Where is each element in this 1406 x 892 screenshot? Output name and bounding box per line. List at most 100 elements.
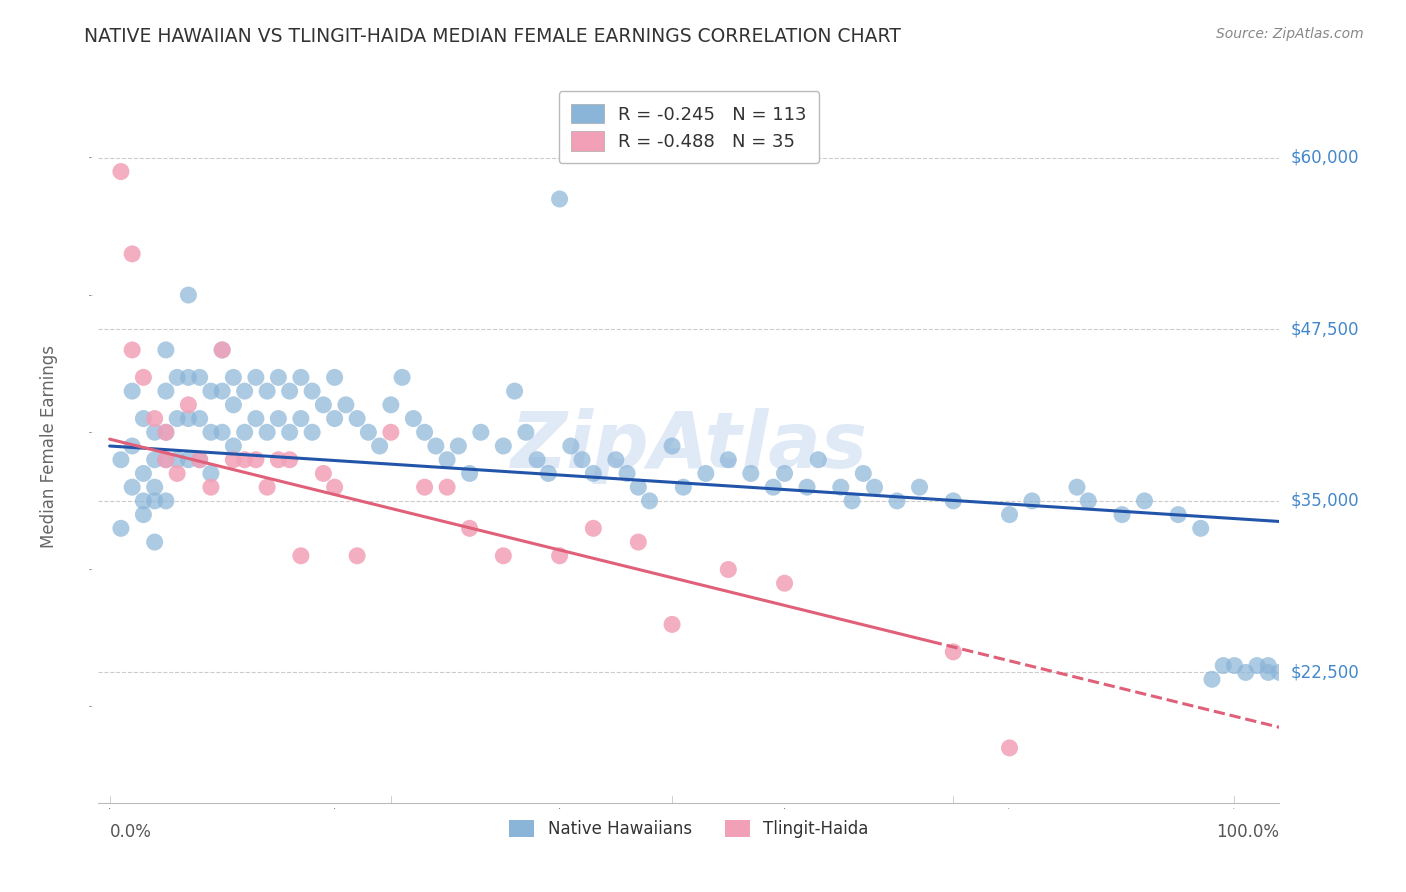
Point	[1066, 480, 1088, 494]
Text: $35,000: $35,000	[1291, 491, 1360, 510]
Point	[548, 192, 571, 206]
Point	[245, 370, 267, 384]
Point	[155, 384, 177, 398]
Point	[222, 439, 245, 453]
Point	[200, 425, 222, 440]
Point	[312, 398, 335, 412]
Point	[908, 480, 931, 494]
Point	[605, 452, 627, 467]
Point	[233, 425, 256, 440]
Point	[627, 480, 650, 494]
Point	[110, 452, 132, 467]
Point	[796, 480, 818, 494]
Point	[672, 480, 695, 494]
Point	[256, 425, 278, 440]
Point	[143, 480, 166, 494]
Point	[110, 164, 132, 178]
Point	[278, 452, 301, 467]
Point	[200, 467, 222, 481]
Point	[503, 384, 526, 398]
Point	[121, 247, 143, 261]
Text: ZipAtlas: ZipAtlas	[510, 408, 868, 484]
Point	[1212, 658, 1234, 673]
Point	[458, 521, 481, 535]
Point	[121, 439, 143, 453]
Point	[245, 452, 267, 467]
Point	[143, 535, 166, 549]
Point	[661, 617, 683, 632]
Point	[942, 494, 965, 508]
Point	[616, 467, 638, 481]
Point	[1111, 508, 1133, 522]
Point	[852, 467, 875, 481]
Point	[1257, 658, 1279, 673]
Point	[1234, 665, 1257, 680]
Point	[211, 343, 233, 357]
Point	[391, 370, 413, 384]
Point	[942, 645, 965, 659]
Point	[278, 384, 301, 398]
Point	[638, 494, 661, 508]
Point	[188, 411, 211, 425]
Point	[368, 439, 391, 453]
Point	[143, 425, 166, 440]
Point	[143, 494, 166, 508]
Point	[1189, 521, 1212, 535]
Point	[323, 480, 346, 494]
Point	[166, 411, 188, 425]
Point	[1021, 494, 1043, 508]
Point	[346, 549, 368, 563]
Point	[143, 452, 166, 467]
Point	[290, 549, 312, 563]
Point	[222, 398, 245, 412]
Point	[278, 425, 301, 440]
Point	[1167, 508, 1189, 522]
Point	[155, 452, 177, 467]
Point	[155, 425, 177, 440]
Point	[492, 549, 515, 563]
Point	[998, 740, 1021, 755]
Point	[717, 452, 740, 467]
Point	[323, 370, 346, 384]
Point	[762, 480, 785, 494]
Legend: Native Hawaiians, Tlingit-Haida: Native Hawaiians, Tlingit-Haida	[502, 813, 876, 845]
Point	[132, 508, 155, 522]
Point	[267, 370, 290, 384]
Point	[121, 384, 143, 398]
Point	[132, 411, 155, 425]
Point	[267, 411, 290, 425]
Point	[256, 480, 278, 494]
Point	[380, 425, 402, 440]
Text: NATIVE HAWAIIAN VS TLINGIT-HAIDA MEDIAN FEMALE EARNINGS CORRELATION CHART: NATIVE HAWAIIAN VS TLINGIT-HAIDA MEDIAN …	[84, 27, 901, 45]
Point	[582, 467, 605, 481]
Point	[807, 452, 830, 467]
Point	[177, 398, 200, 412]
Point	[773, 576, 796, 591]
Point	[245, 411, 267, 425]
Point	[233, 452, 256, 467]
Point	[526, 452, 548, 467]
Point	[886, 494, 908, 508]
Point	[132, 494, 155, 508]
Point	[267, 452, 290, 467]
Point	[155, 425, 177, 440]
Point	[177, 370, 200, 384]
Point	[436, 452, 458, 467]
Point	[256, 384, 278, 398]
Point	[166, 452, 188, 467]
Point	[717, 562, 740, 576]
Point	[121, 343, 143, 357]
Point	[1133, 494, 1156, 508]
Point	[222, 452, 245, 467]
Point	[1077, 494, 1099, 508]
Text: 100.0%: 100.0%	[1216, 823, 1279, 841]
Point	[346, 411, 368, 425]
Point	[1223, 658, 1246, 673]
Point	[537, 467, 560, 481]
Point	[436, 480, 458, 494]
Point	[211, 343, 233, 357]
Point	[413, 425, 436, 440]
Point	[863, 480, 886, 494]
Point	[132, 467, 155, 481]
Point	[1268, 665, 1291, 680]
